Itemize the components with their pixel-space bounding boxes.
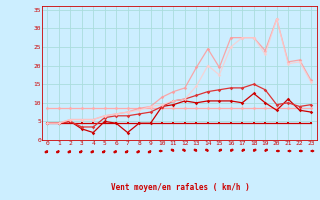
- Text: Vent moyen/en rafales ( km/h ): Vent moyen/en rafales ( km/h ): [111, 183, 250, 192]
